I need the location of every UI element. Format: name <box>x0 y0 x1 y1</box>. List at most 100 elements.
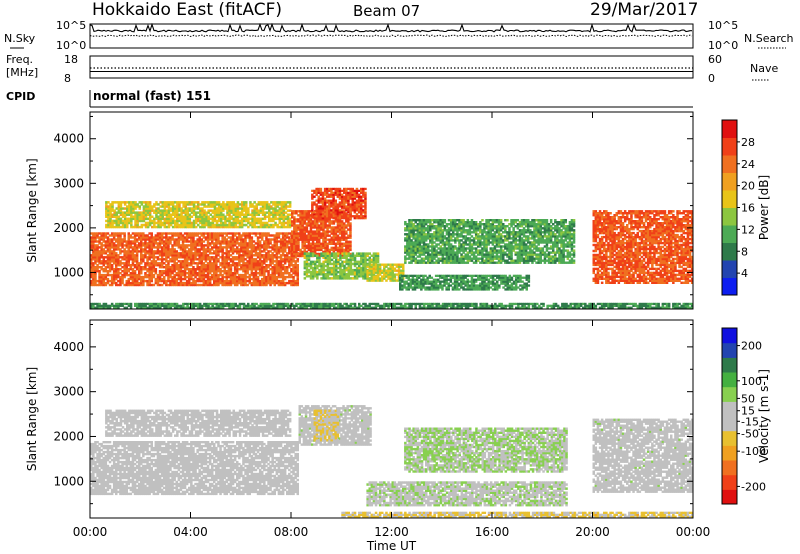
heatmap-cell <box>261 250 264 253</box>
heatmap-cell <box>185 246 189 249</box>
heatmap-cell <box>142 256 145 259</box>
heatmap-cell <box>107 221 110 225</box>
heatmap-cell <box>190 246 193 249</box>
heatmap-cell <box>169 238 172 241</box>
heatmap-cell <box>219 262 222 265</box>
heatmap-cell <box>132 215 135 218</box>
heatmap-cell <box>240 256 243 259</box>
heatmap-cell <box>282 205 286 208</box>
heatmap-cell <box>140 223 144 227</box>
heatmap-cell <box>163 221 167 225</box>
heatmap-cell <box>144 203 148 206</box>
heatmap-cell <box>130 211 133 214</box>
heatmap-cell <box>248 232 251 235</box>
heatmap-cell <box>125 281 128 285</box>
heatmap-cell <box>165 258 168 261</box>
heatmap-cell <box>246 270 249 273</box>
heatmap-cell <box>92 238 95 241</box>
heatmap-cell <box>225 260 228 263</box>
heatmap-cell <box>294 281 297 285</box>
heatmap-cell <box>196 254 199 257</box>
heatmap-cell <box>231 248 235 251</box>
heatmap-cell <box>248 236 251 239</box>
heatmap-cell <box>135 281 139 285</box>
heatmap-cell <box>181 244 185 247</box>
heatmap-cell <box>194 272 197 275</box>
heatmap-cell <box>171 246 174 249</box>
heatmap-cell <box>240 281 243 285</box>
heatmap-cell <box>265 221 269 225</box>
heatmap-cell <box>273 236 276 239</box>
heatmap-cell <box>303 228 306 231</box>
heatmap-cell <box>250 273 254 277</box>
heatmap-cell <box>277 260 281 263</box>
heatmap-cell <box>179 262 183 265</box>
heatmap-cell <box>155 207 158 210</box>
heatmap-cell <box>202 279 206 283</box>
heatmap-cell <box>274 201 277 204</box>
heatmap-cell <box>280 221 284 225</box>
heatmap-cell <box>269 260 272 263</box>
heatmap-cell <box>240 266 243 269</box>
heatmap-cell <box>119 250 122 253</box>
heatmap-cell <box>265 223 269 227</box>
heatmap-cell <box>294 268 297 271</box>
heatmap-cell <box>190 209 194 212</box>
heatmap-cell <box>157 215 160 218</box>
heatmap-cell <box>246 252 249 255</box>
heatmap-cell <box>252 273 256 277</box>
heatmap-cell <box>227 279 231 283</box>
heatmap-cell <box>131 256 135 259</box>
heatmap-cell <box>251 211 254 214</box>
heatmap-cell <box>108 250 112 253</box>
heatmap-cell <box>209 223 212 227</box>
heatmap-cell <box>253 213 256 216</box>
heatmap-cell <box>261 273 264 277</box>
heatmap-cell <box>173 266 176 269</box>
heatmap-cell <box>250 266 254 269</box>
heatmap-cell <box>227 281 231 285</box>
heatmap-cell <box>150 279 153 283</box>
heatmap-cell <box>288 256 291 259</box>
heatmap-cell <box>150 238 153 241</box>
heatmap-cell <box>213 260 216 263</box>
heatmap-cell <box>229 273 233 277</box>
heatmap-cell <box>167 272 170 275</box>
heatmap-cell <box>205 211 208 214</box>
heatmap-cell <box>299 224 302 227</box>
heatmap-cell <box>242 268 245 271</box>
heatmap-cell <box>301 230 304 233</box>
heatmap-cell <box>140 262 143 265</box>
heatmap-cell <box>303 234 306 237</box>
heatmap-cell <box>194 275 197 279</box>
heatmap-cell <box>142 211 146 214</box>
heatmap-cell <box>248 252 251 255</box>
heatmap-cell <box>169 266 172 269</box>
heatmap-cell <box>258 264 262 267</box>
heatmap-cell <box>330 199 333 202</box>
heatmap-cell <box>110 273 114 277</box>
heatmap-cell <box>152 238 156 241</box>
heatmap-cell <box>297 224 300 227</box>
heatmap-cell <box>117 272 120 275</box>
heatmap-cell <box>119 236 122 239</box>
heatmap-cell <box>108 252 112 255</box>
heatmap-cell <box>211 246 214 249</box>
heatmap-cell <box>183 252 187 255</box>
heatmap-cell <box>330 209 333 212</box>
heatmap-cell <box>146 246 149 249</box>
heatmap-cell <box>197 223 200 227</box>
heatmap-cell <box>238 244 241 247</box>
heatmap-cell <box>194 281 197 285</box>
heatmap-cell <box>148 215 152 218</box>
heatmap-cell <box>265 279 268 283</box>
heatmap-cell <box>171 221 175 225</box>
heatmap-cell <box>200 270 203 273</box>
heatmap-cell <box>223 240 226 243</box>
heatmap-cell <box>183 256 187 259</box>
heatmap-cell <box>108 240 112 243</box>
heatmap-cell <box>215 209 219 212</box>
heatmap-cell <box>236 225 240 229</box>
heatmap-cell <box>223 264 226 267</box>
heatmap-cell <box>94 262 97 265</box>
